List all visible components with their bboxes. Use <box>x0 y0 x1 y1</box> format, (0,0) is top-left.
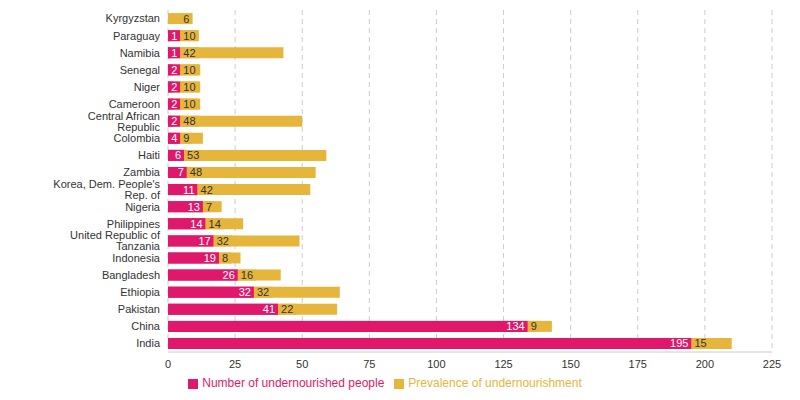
svg-text:32: 32 <box>239 286 251 298</box>
svg-text:32: 32 <box>217 235 229 247</box>
svg-text:41: 41 <box>263 303 275 315</box>
svg-text:Colombia: Colombia <box>114 132 161 144</box>
svg-text:10: 10 <box>183 30 195 42</box>
svg-text:Paraguay: Paraguay <box>113 30 161 42</box>
svg-text:200: 200 <box>696 358 714 370</box>
svg-text:125: 125 <box>494 358 512 370</box>
svg-text:Korea, Dem. People'sRep. of: Korea, Dem. People'sRep. of <box>53 178 161 201</box>
svg-text:42: 42 <box>201 184 213 196</box>
svg-text:Niger: Niger <box>134 81 161 93</box>
svg-text:195: 195 <box>670 337 688 349</box>
svg-text:53: 53 <box>187 149 199 161</box>
svg-text:Bangladesh: Bangladesh <box>102 269 160 281</box>
svg-text:8: 8 <box>222 252 228 264</box>
svg-text:175: 175 <box>629 358 647 370</box>
html-text:Number of undernourished peopl: Number of undernourished people <box>202 376 385 390</box>
svg-text:10: 10 <box>183 64 195 76</box>
svg-text:7: 7 <box>206 201 212 213</box>
svg-text:2: 2 <box>171 81 177 93</box>
svg-text:Senegal: Senegal <box>120 64 160 76</box>
svg-text:9: 9 <box>531 320 537 332</box>
svg-text:4: 4 <box>171 132 177 144</box>
svg-text:Indonesia: Indonesia <box>112 252 161 264</box>
svg-text:48: 48 <box>183 115 195 127</box>
svg-text:50: 50 <box>296 358 308 370</box>
svg-text:42: 42 <box>183 47 195 59</box>
svg-text:11: 11 <box>183 184 194 196</box>
svg-text:13: 13 <box>188 201 200 213</box>
svg-text:17: 17 <box>198 235 210 247</box>
svg-text:China: China <box>131 320 161 332</box>
svg-text:Central AfricanRepublic: Central AfricanRepublic <box>88 110 161 133</box>
svg-text:75: 75 <box>363 358 375 370</box>
svg-text:2: 2 <box>171 64 177 76</box>
svg-text:6: 6 <box>175 149 181 161</box>
svg-text:26: 26 <box>223 269 235 281</box>
svg-text:25: 25 <box>229 358 241 370</box>
svg-text:6: 6 <box>183 13 189 25</box>
svg-text:9: 9 <box>183 132 189 144</box>
svg-text:Ethiopia: Ethiopia <box>120 286 161 298</box>
svg-text:16: 16 <box>241 269 253 281</box>
svg-text:48: 48 <box>190 166 202 178</box>
svg-text:0: 0 <box>165 358 171 370</box>
svg-text:Nigeria: Nigeria <box>125 201 161 213</box>
svg-text:Haiti: Haiti <box>138 149 160 161</box>
svg-text:Namibia: Namibia <box>120 47 161 59</box>
svg-text:22: 22 <box>281 303 293 315</box>
svg-text:Zambia: Zambia <box>123 166 161 178</box>
svg-text:Pakistan: Pakistan <box>118 303 160 315</box>
svg-text:Philippines: Philippines <box>107 218 161 230</box>
svg-text:1: 1 <box>171 47 177 59</box>
svg-text:225: 225 <box>763 358 781 370</box>
svg-text:2: 2 <box>171 115 177 127</box>
svg-text:1: 1 <box>171 30 177 42</box>
svg-text:100: 100 <box>427 358 445 370</box>
svg-text:14: 14 <box>209 218 221 230</box>
svg-text:2: 2 <box>171 98 177 110</box>
svg-text:Cameroon: Cameroon <box>109 98 160 110</box>
svg-text:United Republic ofTanzania: United Republic ofTanzania <box>70 229 161 252</box>
svg-text:Kyrgyzstan: Kyrgyzstan <box>106 12 160 24</box>
html-text:Prevalence of undernourishment: Prevalence of undernourishment <box>408 376 582 390</box>
svg-text:10: 10 <box>183 81 195 93</box>
svg-text:19: 19 <box>204 252 216 264</box>
svg-text:7: 7 <box>178 166 184 178</box>
svg-text:India: India <box>136 337 161 349</box>
svg-text:150: 150 <box>561 358 579 370</box>
svg-text:14: 14 <box>190 218 202 230</box>
svg-text:10: 10 <box>183 98 195 110</box>
svg-text:134: 134 <box>506 320 524 332</box>
svg-text:15: 15 <box>694 337 706 349</box>
svg-text:32: 32 <box>257 286 269 298</box>
